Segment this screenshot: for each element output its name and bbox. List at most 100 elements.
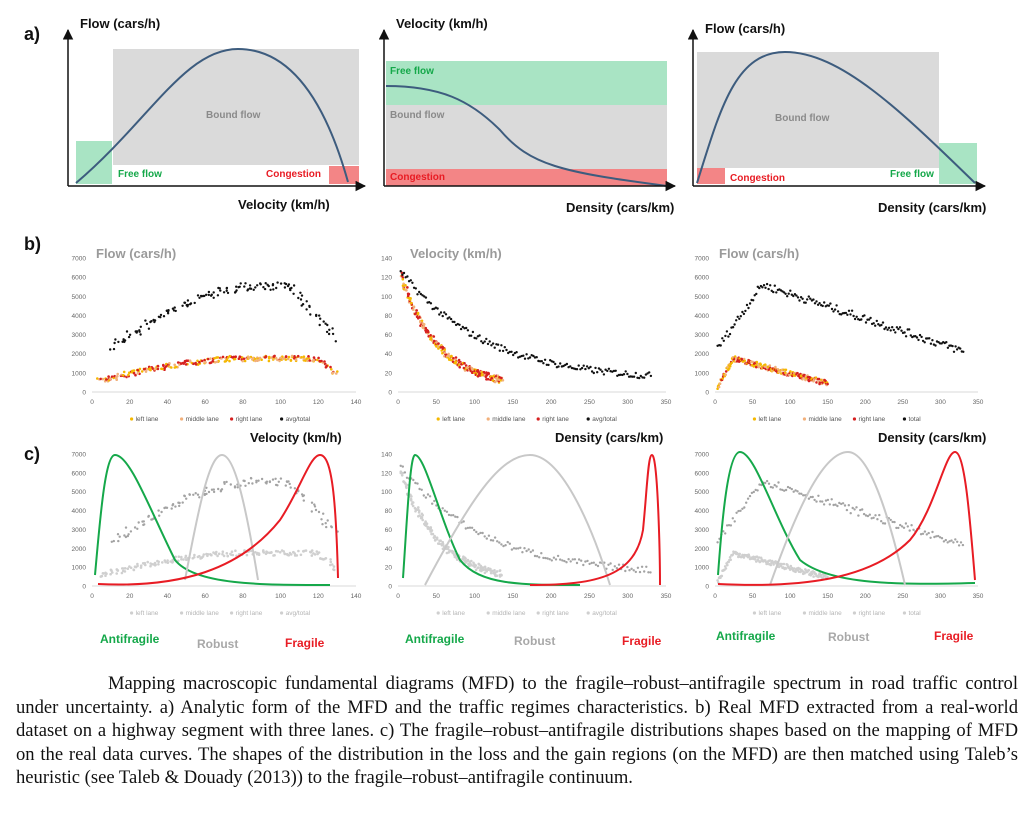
data-point <box>166 559 169 562</box>
data-point <box>188 359 192 363</box>
data-point <box>226 291 230 295</box>
y-axis-label: Flow (cars/h) <box>705 21 785 36</box>
panel-a1: Bound flow Free flow Congestion Flow (ca… <box>62 16 367 212</box>
data-point <box>277 480 280 483</box>
x-tick-label: 0 <box>90 399 94 406</box>
data-point <box>929 342 933 345</box>
data-point <box>418 315 421 319</box>
y-tick-label: 2000 <box>72 351 87 358</box>
data-point <box>225 552 229 555</box>
data-point <box>766 562 769 566</box>
data-point <box>134 373 137 377</box>
data-point <box>504 544 507 547</box>
data-point <box>426 493 430 496</box>
data-point <box>163 506 166 510</box>
data-point <box>96 377 99 380</box>
data-point <box>864 321 868 324</box>
data-point <box>461 557 465 560</box>
data-point <box>276 484 279 487</box>
data-point <box>921 339 925 343</box>
congestion-region <box>329 166 359 184</box>
data-point <box>895 526 898 530</box>
data-point <box>897 327 900 331</box>
data-point <box>412 478 415 482</box>
data-point <box>450 549 453 553</box>
data-point <box>331 327 334 330</box>
fragile-label: Fragile <box>934 629 974 643</box>
data-point <box>632 375 636 378</box>
x-tick-label: 0 <box>90 593 94 600</box>
data-point <box>493 380 497 384</box>
data-point <box>626 372 629 376</box>
x-tick-label: 150 <box>822 593 833 600</box>
data-point <box>764 481 767 485</box>
data-point <box>234 290 237 293</box>
data-point <box>755 555 759 558</box>
x-tick-label: 250 <box>897 399 908 406</box>
data-point <box>866 514 870 518</box>
data-point <box>647 571 650 574</box>
data-point <box>129 566 133 570</box>
data-point <box>203 361 206 364</box>
data-point <box>727 335 730 338</box>
data-point <box>411 281 414 284</box>
data-point <box>257 358 261 362</box>
data-point <box>533 554 537 558</box>
data-point <box>602 373 606 376</box>
legend-marker <box>536 611 540 615</box>
data-point <box>784 368 788 372</box>
data-point <box>615 567 619 570</box>
data-point <box>724 370 728 373</box>
data-point <box>774 365 777 369</box>
data-point <box>164 560 167 564</box>
data-point <box>409 279 412 282</box>
legend-marker <box>536 417 540 421</box>
data-point <box>335 372 338 375</box>
data-point <box>242 357 246 361</box>
x-tick-label: 50 <box>433 399 441 406</box>
data-point <box>411 504 415 508</box>
data-point <box>753 557 757 561</box>
data-point <box>946 346 950 349</box>
data-point <box>540 552 543 555</box>
data-point <box>826 575 829 579</box>
data-point <box>483 571 487 575</box>
data-point <box>313 503 316 506</box>
data-point <box>814 572 817 576</box>
data-point <box>206 554 209 558</box>
data-point <box>267 359 271 363</box>
data-point <box>406 483 410 487</box>
x-axis-label: Density (cars/km) <box>878 430 986 445</box>
data-point <box>132 568 136 572</box>
data-point <box>762 284 766 287</box>
data-point <box>414 510 417 513</box>
data-point <box>542 556 545 560</box>
legend-marker <box>280 417 284 421</box>
data-point <box>589 365 592 369</box>
data-point <box>746 497 750 500</box>
legend-label: middle lane <box>492 416 526 423</box>
data-point <box>198 296 201 299</box>
data-point <box>720 574 724 578</box>
data-point <box>317 510 321 514</box>
data-point <box>185 497 188 500</box>
data-point <box>212 490 216 494</box>
data-point <box>157 509 160 512</box>
data-point <box>302 357 306 361</box>
data-point <box>234 355 237 359</box>
data-point <box>631 375 634 378</box>
antifragile-label: Antifragile <box>100 632 160 646</box>
data-point <box>243 479 246 483</box>
data-point <box>185 359 188 363</box>
data-point <box>821 381 824 384</box>
data-point <box>745 501 748 504</box>
data-point <box>784 292 787 295</box>
data-point <box>162 315 166 318</box>
legend-label: left lane <box>136 416 159 423</box>
legend-label: total <box>908 610 921 617</box>
data-point <box>725 330 729 333</box>
x-tick-label: 300 <box>622 593 633 600</box>
y-tick-label: 5000 <box>695 294 710 301</box>
data-point <box>725 524 729 527</box>
data-point <box>491 342 495 345</box>
